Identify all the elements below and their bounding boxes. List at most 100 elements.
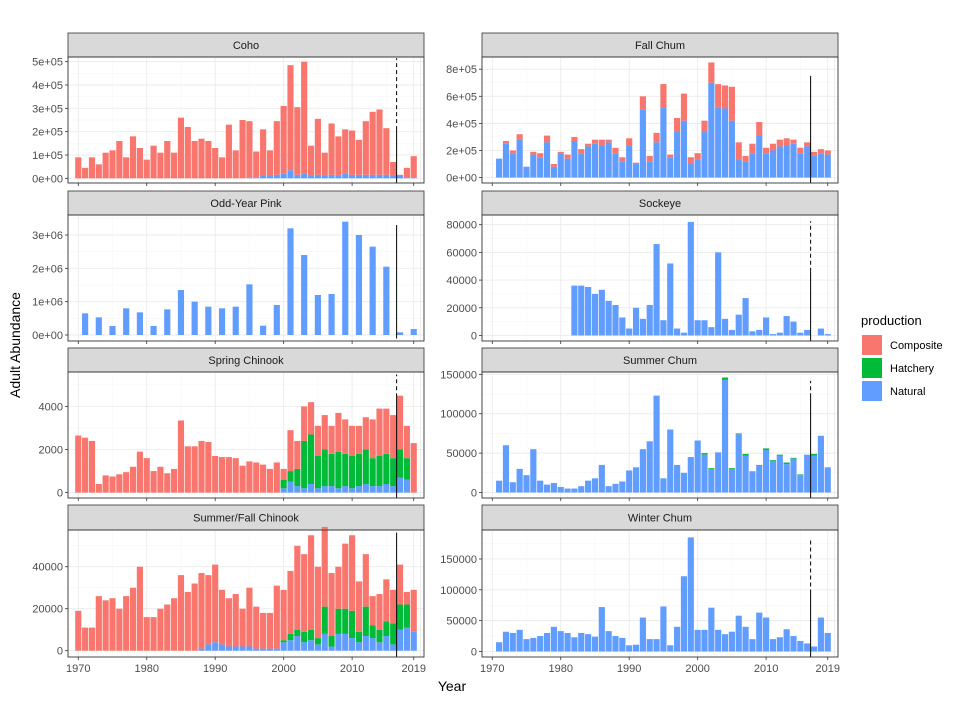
bar-natural-2011 (769, 639, 777, 652)
bar-natural-1981 (564, 632, 571, 652)
bar-hatchery-2003 (301, 440, 308, 489)
bar-composite-1994 (239, 120, 246, 179)
bar-natural-1991 (632, 164, 640, 178)
bar-composite-1981 (150, 471, 157, 493)
bar-natural-1997 (674, 131, 681, 178)
bar-natural-2004 (307, 640, 315, 651)
legend-label-hatchery: Hatchery (890, 363, 935, 375)
bar-natural-1996 (667, 645, 674, 652)
bar-composite-1974 (102, 600, 109, 651)
y-tick-label-summer-chum: 50000 (446, 448, 477, 460)
bar-natural-2011 (355, 174, 363, 179)
y-tick-label-fall-chum: 4e+05 (446, 118, 477, 130)
bar-natural-2003 (301, 488, 308, 493)
bar-composite-2011 (355, 425, 363, 454)
bar-hatchery-2015 (797, 474, 804, 476)
bar-composite-1975 (109, 476, 116, 493)
bar-natural-1994 (653, 244, 660, 336)
bar-natural-1993 (232, 306, 239, 335)
bar-composite-1980 (557, 151, 564, 154)
bar-natural-1999 (687, 221, 694, 336)
bar-natural-2010 (763, 317, 770, 336)
strip-title-fall-chum: Fall Chum (635, 40, 685, 52)
bars-winter-chum (496, 537, 831, 652)
strip-sockeye (481, 190, 839, 216)
bar-hatchery-2000 (280, 479, 287, 489)
bar-natural-2001 (287, 481, 294, 493)
bar-natural-1978 (543, 142, 551, 178)
bar-composite-2019 (410, 443, 417, 493)
bar-natural-1997 (260, 176, 267, 179)
bar-composite-1999 (273, 462, 280, 493)
bar-natural-2008 (749, 331, 756, 336)
bar-natural-1977 (537, 636, 544, 652)
bar-composite-1979 (136, 566, 143, 651)
y-tick-label-coho: 5e+05 (32, 57, 63, 69)
bar-natural-2000 (694, 320, 701, 336)
bar-composite-1997 (674, 117, 681, 132)
panel-border-odd-year-pink (67, 214, 425, 342)
bar-composite-1972 (88, 440, 96, 493)
bars-summer-fall-chinook (75, 526, 417, 651)
bar-composite-1988 (612, 147, 619, 154)
bar-composite-2010 (349, 130, 356, 175)
bar-natural-2016 (804, 146, 811, 178)
bar-natural-2006 (735, 434, 742, 493)
facet-summer-fall-chinook: Summer/Fall Chinook 0 20000 40000 1970 1980 19… (32, 504, 426, 675)
bar-natural-2014 (376, 174, 383, 179)
bar-natural-1984 (585, 634, 592, 652)
bar-natural-2018 (817, 153, 824, 178)
bar-natural-2015 (797, 153, 804, 178)
bar-composite-2009 (756, 122, 763, 136)
bar-natural-1980 (557, 153, 564, 178)
bar-natural-2001 (287, 170, 294, 179)
bar-composite-1988 (198, 138, 205, 179)
bar-natural-2014 (790, 321, 797, 336)
bar-natural-1977 (537, 480, 544, 493)
x-tick-label-summer-fall-chinook: 1970 (66, 663, 90, 675)
y-tick-label-odd-year-pink: 3e+06 (32, 230, 63, 242)
x-tick-label-summer-fall-chinook: 1980 (134, 663, 158, 675)
bar-natural-1999 (687, 457, 694, 493)
bar-composite-1972 (502, 141, 510, 144)
bar-composite-1978 (129, 466, 137, 493)
bar-natural-2017 (810, 155, 818, 178)
bar-composite-2015 (383, 128, 390, 175)
y-tick-label-odd-year-pink: 0e+00 (32, 330, 63, 342)
bar-composite-1991 (218, 457, 226, 493)
bar-natural-1974 (516, 629, 523, 652)
bar-natural-2019 (410, 329, 417, 335)
strip-title-summer-chum: Summer Chum (623, 355, 697, 367)
bar-composite-2017 (396, 395, 404, 450)
bar-natural-1975 (523, 475, 530, 493)
bar-natural-1979 (550, 626, 557, 652)
bar-composite-2014 (790, 139, 797, 144)
bar-natural-2002 (708, 468, 715, 493)
bar-hatchery-2001 (287, 633, 294, 641)
bar-composite-1995 (246, 121, 253, 178)
bar-natural-2010 (349, 488, 356, 493)
bar-natural-2016 (390, 176, 397, 179)
bar-natural-1976 (530, 449, 537, 493)
bar-composite-2019 (410, 589, 417, 632)
bar-natural-2006 (735, 159, 742, 178)
bars-coho (75, 61, 417, 179)
bar-natural-2014 (790, 143, 797, 178)
y-tick-label-summer-chum: 0 (471, 487, 477, 499)
bar-hatchery-2006 (321, 606, 328, 634)
bar-composite-1996 (253, 606, 260, 649)
bar-natural-1998 (266, 176, 274, 179)
bar-composite-2013 (369, 419, 376, 459)
bar-natural-1984 (585, 146, 592, 178)
bar-composite-1982 (157, 608, 164, 651)
strip-title-odd-year-pink: Odd-Year Pink (210, 198, 282, 210)
bar-natural-2009 (342, 173, 349, 179)
bar-natural-1995 (246, 177, 253, 179)
bar-hatchery-2004 (307, 434, 315, 484)
bar-natural-1990 (626, 470, 633, 493)
bar-hatchery-2012 (776, 454, 783, 456)
bar-natural-2019 (824, 154, 831, 178)
bar-composite-1986 (184, 127, 191, 179)
bar-natural-1999 (273, 174, 280, 179)
